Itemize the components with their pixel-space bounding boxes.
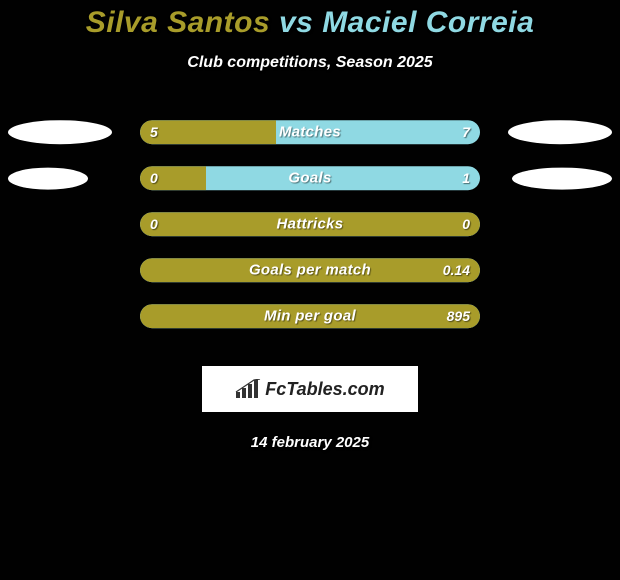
stat-label: Goals <box>140 170 480 187</box>
ellipse-left <box>8 120 112 144</box>
stat-bar: 895Min per goal <box>140 304 480 328</box>
bars-icon <box>235 379 261 399</box>
stat-bar: 0.14Goals per match <box>140 258 480 282</box>
logo-text-prefix: Fc <box>265 379 286 399</box>
player1-name: Silva Santos <box>86 6 270 39</box>
stat-row: 895Min per goal <box>0 298 620 344</box>
logo-text: FcTables.com <box>265 379 384 400</box>
logo-text-rest: Tables.com <box>286 379 384 399</box>
stat-row: 01Goals <box>0 160 620 206</box>
comparison-infographic: Silva Santos vs Maciel Correia Club comp… <box>0 0 620 580</box>
stat-label: Matches <box>140 124 480 141</box>
logo-box: FcTables.com <box>202 366 418 412</box>
date: 14 february 2025 <box>0 434 620 451</box>
stat-row: 0.14Goals per match <box>0 252 620 298</box>
stat-label: Min per goal <box>140 308 480 325</box>
vs-text: vs <box>279 6 313 39</box>
stat-label: Goals per match <box>140 262 480 279</box>
ellipse-left <box>8 168 88 190</box>
stat-bar: 00Hattricks <box>140 212 480 236</box>
ellipse-right <box>512 168 612 190</box>
player2-name: Maciel Correia <box>322 6 534 39</box>
subtitle: Club competitions, Season 2025 <box>0 54 620 72</box>
stat-row: 57Matches <box>0 114 620 160</box>
stat-rows: 57Matches 01Goals 00Hattricks 0.14Goals per… <box>0 114 620 344</box>
stat-bar: 57Matches <box>140 120 480 144</box>
ellipse-right <box>508 120 612 144</box>
title: Silva Santos vs Maciel Correia <box>0 6 620 40</box>
stat-row: 00Hattricks <box>0 206 620 252</box>
stat-bar: 01Goals <box>140 166 480 190</box>
stat-label: Hattricks <box>140 216 480 233</box>
